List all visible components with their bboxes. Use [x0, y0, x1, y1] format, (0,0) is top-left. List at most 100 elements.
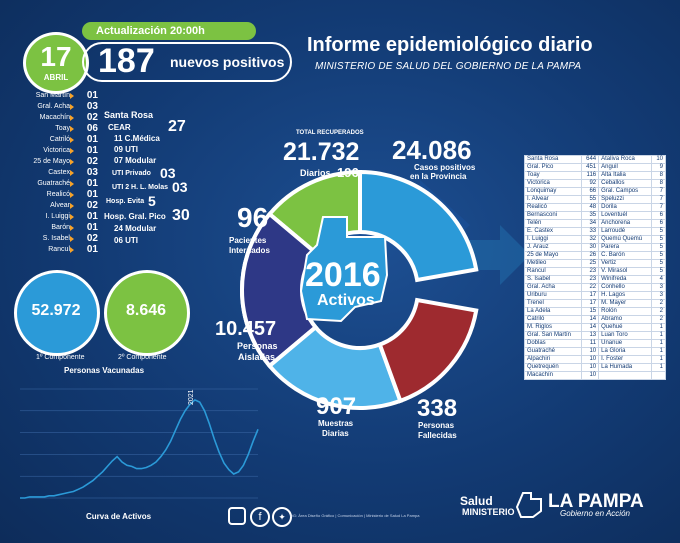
locality-name: S. Isabel — [524, 275, 582, 284]
page-subtitle: MINISTERIO DE SALUD DEL GOBIERNO DE LA P… — [315, 61, 582, 72]
locality-count: 15 — [580, 307, 600, 316]
locality-name: Gral. Campos — [598, 187, 653, 196]
locality-count: 4 — [651, 275, 666, 284]
locality-count: 8 — [651, 179, 666, 188]
arrow-icon — [70, 93, 74, 99]
table-row: E. Castex 33 Larroudé 5 — [524, 227, 666, 236]
deaths-label: Fallecidas — [418, 431, 457, 440]
gobierno-tagline: Gobierno en Acción — [560, 509, 630, 518]
cear-label: CEAR — [108, 123, 131, 132]
table-row: I. Luiggi 32 Quemú Quemú 5 — [524, 235, 666, 244]
department-name: Alvear — [50, 202, 70, 209]
vaccine-caption: Personas Vacunadas — [64, 366, 145, 375]
locality-name: Abramo — [598, 315, 653, 324]
arrow-icon — [70, 214, 74, 220]
department-value: 01 — [86, 145, 98, 156]
locality-name: I. Foster — [598, 355, 653, 364]
locality-count: 7 — [651, 187, 666, 196]
cear-value: 27 — [168, 118, 186, 135]
locality-count: 5 — [651, 259, 666, 268]
empty-cell — [598, 371, 653, 380]
locality-name: 25 de Mayo — [524, 251, 582, 260]
cear-line: 07 Modular — [114, 156, 157, 165]
locality-name: M. Mayer — [598, 299, 653, 308]
locality-count: 1 — [651, 323, 666, 332]
locality-count: 22 — [580, 283, 600, 292]
uti-molas-label: UTI 2 H. L. Molas — [112, 184, 169, 191]
table-row: Doblas 11 Unanue 1 — [524, 339, 666, 348]
locality-name: J. Arauz — [524, 243, 582, 252]
locality-count: 26 — [580, 251, 600, 260]
active-label: Activos — [317, 292, 375, 309]
locality-count: 13 — [580, 331, 600, 340]
table-row: Metileo 25 Vertiz 5 — [524, 259, 666, 268]
locality-name: V. Mirasol — [598, 267, 653, 276]
vaccine-first-label: 1º Componente — [36, 354, 85, 361]
facebook-icon[interactable]: f — [250, 507, 270, 527]
locality-name: Parera — [598, 243, 653, 252]
recovered-value: 21.732 — [283, 138, 360, 166]
department-name: Castex — [48, 169, 70, 176]
deaths-value: 338 — [417, 395, 458, 422]
locality-name: Unanue — [598, 339, 653, 348]
gral-pico-value: 30 — [172, 207, 190, 224]
cases-by-locality-table: Santa Rosa 644 Ataliva Roca 10 Gral. Pico 451… — [524, 155, 666, 380]
arrow-icon — [70, 137, 74, 143]
department-value: 01 — [86, 244, 98, 255]
salud-logo-text: Salud — [460, 494, 493, 508]
deaths-segment — [377, 297, 479, 404]
vaccine-second-value: 8.646 — [125, 302, 167, 319]
department-value: 01 — [86, 211, 98, 222]
locality-count: 17 — [580, 291, 600, 300]
locality-name: Gral. San Martín — [524, 331, 582, 340]
locality-name: Bernasconi — [524, 211, 582, 220]
department-name: Rancul — [48, 246, 70, 253]
arrow-icon — [70, 203, 74, 209]
locality-name: H. Lagos — [598, 291, 653, 300]
locality-count: 33 — [580, 227, 600, 236]
table-row: Bernasconi 35 Loventuél 6 — [524, 211, 666, 220]
locality-count: 23 — [580, 267, 600, 276]
arrow-icon — [70, 159, 74, 165]
cases-label: en la Provincia — [410, 172, 467, 181]
locality-name: La Gloria — [598, 347, 653, 356]
table-row: Gral. Pico 451 Anguil 9 — [524, 163, 666, 172]
locality-name: I. Alvear — [524, 195, 582, 204]
locality-count: 34 — [580, 219, 600, 228]
department-value: 01 — [86, 178, 98, 189]
page-title: Informe epidemiológico diario — [307, 34, 593, 56]
la-pampa-logo-text: LA PAMPA — [548, 491, 644, 512]
department-value: 01 — [86, 90, 98, 101]
gral-pico-label: Hosp. Gral. Pico — [104, 212, 166, 221]
locality-name: Santa Rosa — [524, 155, 582, 164]
locality-name: Anchorena — [598, 219, 653, 228]
locality-name: E. Castex — [524, 227, 582, 236]
cear-line: 09 UTI — [114, 145, 139, 154]
instagram-icon[interactable] — [228, 507, 246, 525]
locality-count: 23 — [580, 275, 600, 284]
department-value: 02 — [86, 112, 98, 123]
department-name: Guatraché — [37, 180, 70, 187]
department-value: 02 — [86, 156, 98, 167]
arrow-icon — [70, 126, 74, 132]
department-name: Gral. Acha — [37, 103, 70, 110]
design-credit: DG: Área Diseño Gráfico | Comunicación |… — [290, 513, 420, 518]
locality-count: 92 — [580, 179, 600, 188]
vaccine-first-circle: 52.972 — [14, 270, 100, 356]
ministerio-logo-text: MINISTERIO — [462, 507, 515, 517]
arrow-icon — [70, 170, 74, 176]
locality-count: 9 — [651, 163, 666, 172]
locality-count: 8 — [651, 171, 666, 180]
locality-name: Victorica — [524, 179, 582, 188]
locality-name: Winifreda — [598, 275, 653, 284]
locality-count: 1 — [651, 331, 666, 340]
recovered-daily-label: Diarios — [300, 168, 331, 178]
locality-count: 2 — [651, 299, 666, 308]
table-row: Santa Rosa 644 Ataliva Roca 10 — [524, 155, 666, 164]
vaccine-second-label: 2º Componente — [118, 354, 167, 361]
locality-count: 14 — [580, 323, 600, 332]
twitter-icon[interactable]: ✦ — [272, 507, 292, 527]
new-positives-label: nuevos positivos — [170, 54, 285, 70]
locality-count: 1 — [651, 363, 666, 372]
